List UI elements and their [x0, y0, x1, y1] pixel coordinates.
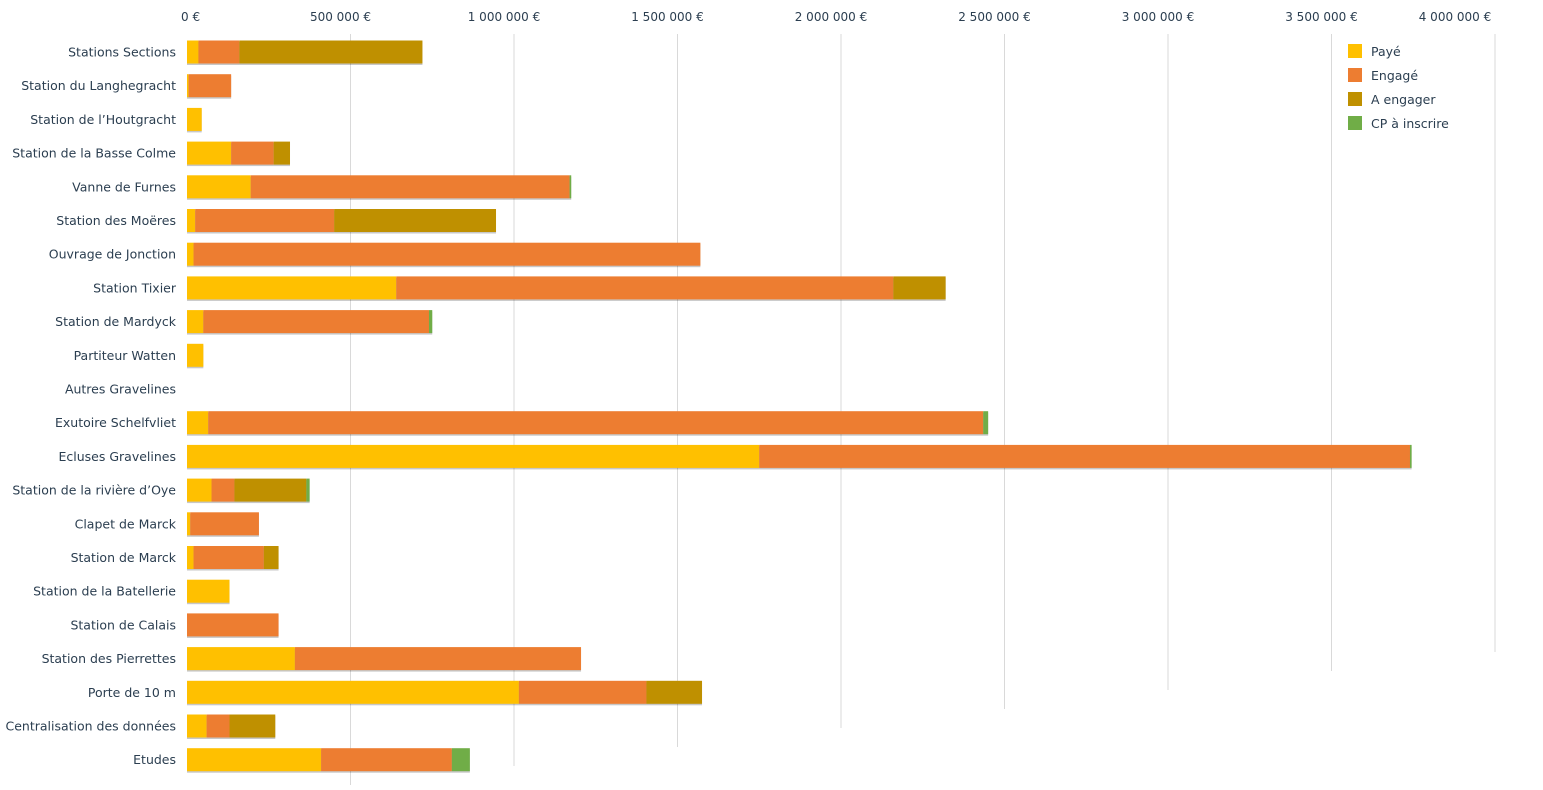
- gridlines: [350, 34, 1496, 785]
- category-label: Ouvrage de Jonction: [49, 247, 176, 262]
- category-label: Station de la Batellerie: [33, 584, 176, 599]
- legend-label[interactable]: A engager: [1371, 92, 1436, 107]
- category-label: Station de la rivière d’Oye: [12, 483, 176, 498]
- bar-segment[interactable]: [190, 512, 259, 536]
- bar-segment[interactable]: [187, 40, 199, 64]
- bars: [187, 40, 1412, 773]
- category-label: Autres Gravelines: [65, 382, 176, 397]
- category-label: Station du Langhegracht: [21, 78, 176, 93]
- x-tick-label: 3 500 000 €: [1285, 10, 1358, 24]
- bar-segment[interactable]: [206, 714, 230, 738]
- legend-swatch: [1348, 68, 1362, 82]
- bar-segment[interactable]: [187, 74, 189, 98]
- category-label: Station des Moëres: [56, 213, 176, 228]
- bar-segment[interactable]: [187, 714, 207, 738]
- bar-segment[interactable]: [569, 175, 572, 199]
- bar-segment[interactable]: [188, 74, 232, 98]
- bar-segment[interactable]: [1409, 444, 1412, 468]
- legend-swatch: [1348, 92, 1362, 106]
- category-label: Station de l’Houtgracht: [30, 112, 176, 127]
- bar-segment[interactable]: [187, 613, 279, 637]
- bar-segment[interactable]: [306, 478, 310, 502]
- bar-segment[interactable]: [187, 579, 230, 603]
- bar-segment[interactable]: [187, 175, 251, 199]
- bar-segment[interactable]: [759, 444, 1410, 468]
- bar-segment[interactable]: [193, 242, 701, 266]
- bar-segment[interactable]: [239, 40, 423, 64]
- category-label: Clapet de Marck: [75, 516, 177, 531]
- bar-segment[interactable]: [187, 141, 232, 165]
- bar-segment[interactable]: [187, 444, 760, 468]
- bar-segment[interactable]: [187, 276, 397, 300]
- category-label: Centralisation des données: [5, 719, 176, 734]
- bar-segment[interactable]: [195, 209, 335, 232]
- bar-segment[interactable]: [187, 310, 204, 334]
- category-label: Station des Pierrettes: [42, 651, 176, 666]
- bar-segment[interactable]: [211, 478, 235, 502]
- category-labels: Stations Sections Station du Langhegracht…: [5, 45, 176, 768]
- bar-segment[interactable]: [231, 141, 274, 165]
- legend-swatch: [1348, 116, 1362, 130]
- category-label: Stations Sections: [68, 45, 176, 60]
- category-label: Porte de 10 m: [88, 685, 176, 700]
- bar-segment[interactable]: [893, 276, 946, 300]
- bar-segment[interactable]: [187, 647, 295, 671]
- bar-segment[interactable]: [187, 680, 519, 704]
- x-tick-label: 0 €: [181, 10, 200, 24]
- bar-segment[interactable]: [518, 680, 647, 704]
- x-tick-label: 500 000 €: [310, 10, 371, 24]
- bar-segment[interactable]: [193, 546, 264, 569]
- category-label: Exutoire Schelfvliet: [55, 415, 176, 430]
- category-label: Station de Mardyck: [55, 314, 177, 329]
- bar-segment[interactable]: [263, 546, 279, 569]
- bar-segment[interactable]: [187, 478, 212, 502]
- category-label: Station de Marck: [71, 550, 177, 565]
- bar-segment[interactable]: [187, 748, 322, 772]
- bar-segment[interactable]: [273, 141, 291, 165]
- bar-segment[interactable]: [396, 276, 894, 300]
- bar-segment[interactable]: [983, 411, 989, 435]
- bar-segment[interactable]: [208, 411, 984, 435]
- bar-segment[interactable]: [187, 411, 209, 435]
- legend-swatch: [1348, 44, 1362, 58]
- bar-segment[interactable]: [234, 478, 307, 502]
- bar-segment[interactable]: [229, 714, 276, 738]
- x-tick-label: 3 000 000 €: [1122, 10, 1195, 24]
- bar-segment[interactable]: [321, 748, 452, 772]
- legend: Payé Engagé A engager CP à inscrire: [1348, 44, 1449, 131]
- bar-segment[interactable]: [646, 680, 703, 704]
- bar-segment[interactable]: [187, 512, 191, 536]
- bar-segment[interactable]: [334, 209, 497, 232]
- x-tick-label: 1 500 000 €: [631, 10, 704, 24]
- bar-segment[interactable]: [187, 242, 194, 266]
- bar-segment[interactable]: [198, 40, 240, 64]
- category-label: Station de Calais: [70, 617, 176, 632]
- legend-label[interactable]: Payé: [1371, 44, 1401, 59]
- legend-label[interactable]: CP à inscrire: [1371, 116, 1449, 131]
- bar-segment[interactable]: [428, 310, 433, 334]
- bar-segment[interactable]: [250, 175, 570, 199]
- x-tick-label: 4 000 000 €: [1419, 10, 1492, 24]
- x-axis-ticks: 0 € 500 000 € 1 000 000 € 1 500 000 € 2 000 …: [181, 10, 1491, 24]
- category-label: Ecluses Gravelines: [59, 449, 177, 464]
- bar-segment[interactable]: [187, 107, 202, 131]
- x-tick-label: 1 000 000 €: [468, 10, 541, 24]
- bar-segment[interactable]: [187, 546, 194, 569]
- x-tick-label: 2 500 000 €: [958, 10, 1031, 24]
- x-tick-label: 2 000 000 €: [795, 10, 868, 24]
- category-label: Partiteur Watten: [74, 348, 176, 363]
- bar-segment[interactable]: [187, 343, 204, 367]
- bar-segment[interactable]: [187, 209, 196, 232]
- bar-segment[interactable]: [451, 748, 470, 772]
- bar-segment[interactable]: [294, 647, 582, 671]
- category-label: Station de la Basse Colme: [12, 146, 176, 161]
- legend-label[interactable]: Engagé: [1371, 68, 1418, 83]
- bar-segment[interactable]: [203, 310, 429, 334]
- category-label: Station Tixier: [93, 280, 177, 295]
- category-label: Vanne de Furnes: [72, 179, 176, 194]
- category-label: Etudes: [133, 752, 176, 767]
